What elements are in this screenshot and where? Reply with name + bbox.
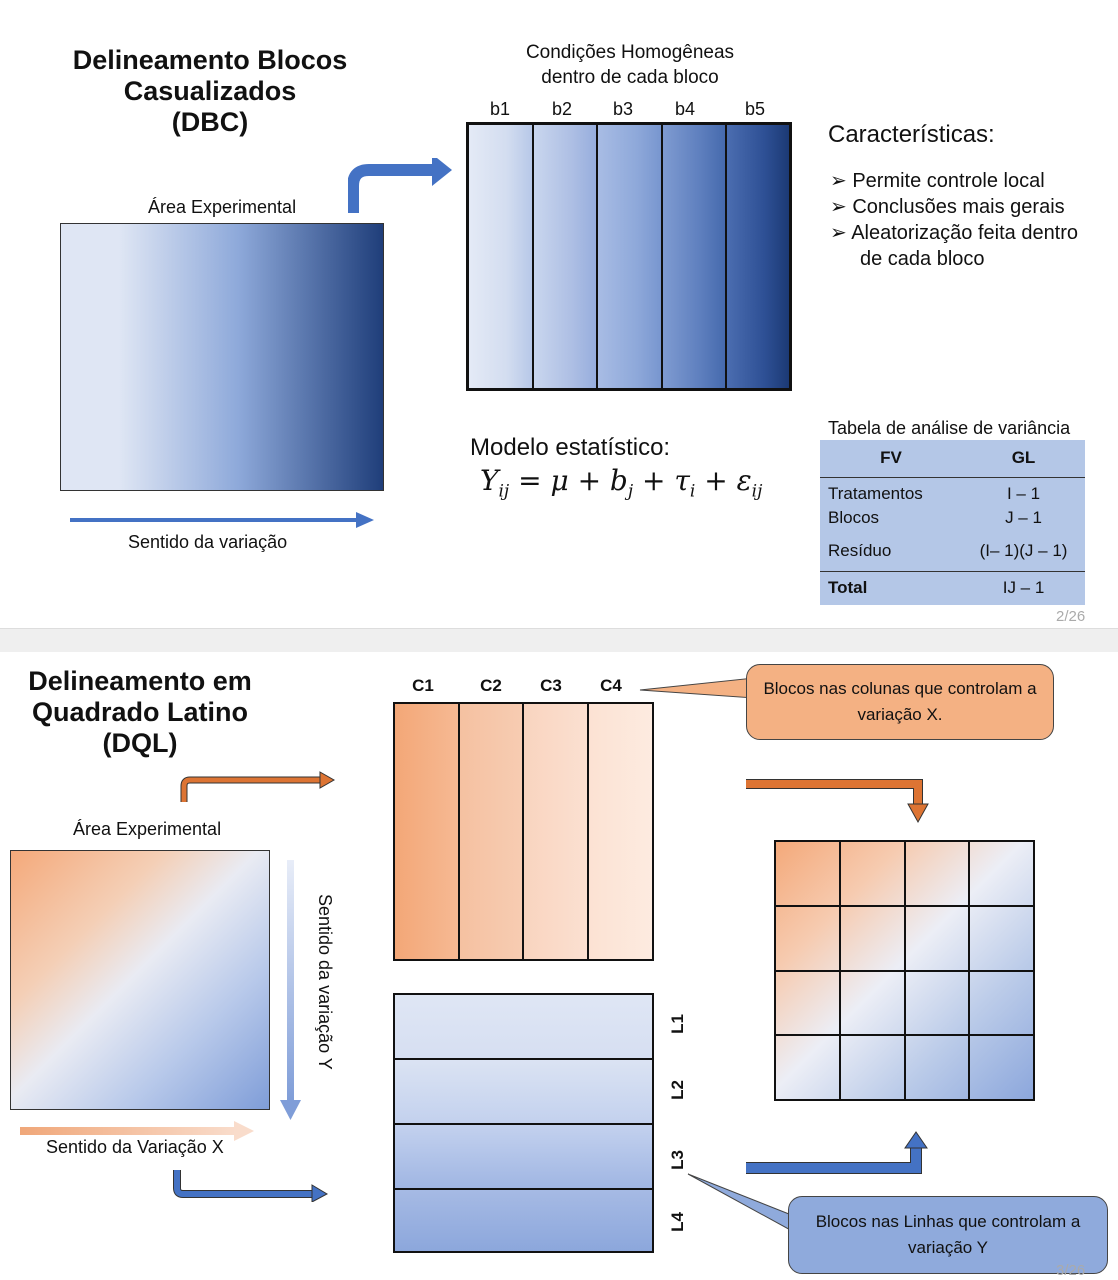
dql-title-line3: (DQL)	[102, 728, 178, 758]
dql-orange-down-arrow	[746, 779, 929, 824]
feature-item: ➢ Aleatorização feita dentro	[830, 220, 1078, 246]
block-label: b3	[612, 99, 634, 119]
features-title: Características:	[828, 121, 995, 148]
dql-area-label: Área Experimental	[73, 819, 222, 839]
dbc-title: Delineamento Blocos Casualizados (DBC)	[40, 45, 380, 138]
dql-blue-up-arrow	[746, 1131, 928, 1174]
block-b2	[534, 125, 598, 388]
page-number: 3/26	[1056, 1262, 1086, 1279]
anova-fv: Resíduo	[828, 540, 892, 560]
model-label: Modelo estatístico:	[470, 434, 671, 461]
bullet-arrow-icon: ➢	[830, 170, 853, 192]
column-label: C4	[600, 676, 622, 695]
block-b1	[469, 125, 534, 388]
anova-total-row: Total IJ – 1	[820, 571, 1085, 605]
callout-orange-pointer	[639, 677, 755, 699]
dbc-title-line2: Casualizados	[123, 76, 297, 106]
dql-columns-grid	[393, 702, 654, 961]
dql-rows-grid	[393, 993, 654, 1253]
dbc-area-label: Área Experimental	[148, 197, 297, 217]
feature-item: ➢ Conclusões mais gerais	[830, 194, 1078, 220]
callout-rows: Blocos nas Linhas que controlam a variaç…	[788, 1196, 1108, 1274]
feature-item-continued: de cada bloco	[860, 248, 985, 270]
anova-gl: (I– 1)(J – 1)	[979, 540, 1068, 560]
block-b5	[727, 125, 789, 388]
dql-title-line2: Quadrado Latino	[32, 697, 248, 727]
latin-square-lines	[776, 842, 1033, 1099]
block-label: b5	[744, 99, 766, 119]
feature-text: Aleatorização feita dentro	[851, 222, 1079, 244]
dbc-direction-arrow	[70, 512, 374, 528]
row-l4	[395, 1190, 652, 1251]
dbc-homogeneous-label: Condições Homogêneas dentro de cada bloc…	[470, 40, 790, 90]
block-b4	[663, 125, 727, 388]
block-label: b1	[489, 99, 511, 119]
anova-header-fv: FV	[880, 448, 902, 468]
column-c2	[460, 704, 524, 959]
anova-total-gl: IJ – 1	[1002, 578, 1045, 598]
anova-row: Tratamentos I – 1	[820, 477, 1085, 505]
column-label: C2	[480, 676, 502, 695]
column-c3	[524, 704, 589, 959]
dql-x-arrow	[20, 1121, 254, 1141]
anova-fv: Blocos	[828, 508, 880, 527]
anova-total-fv: Total	[828, 578, 868, 598]
block-b3	[598, 125, 663, 388]
block-label: b2	[551, 99, 573, 119]
feature-text: Permite controle local	[852, 170, 1045, 192]
slide-separator	[0, 628, 1118, 654]
bullet-arrow-icon: ➢	[830, 196, 853, 218]
latin-square-grid	[774, 840, 1035, 1101]
row-l3	[395, 1125, 652, 1190]
dql-direction-x-label: Sentido da Variação X	[46, 1137, 224, 1157]
dbc-experimental-area	[60, 223, 384, 491]
dql-title-line1: Delineamento em	[28, 666, 252, 696]
row-label: L3	[668, 1150, 687, 1170]
features-list: ➢ Permite controle local ➢ Conclusões ma…	[830, 168, 1078, 272]
column-label: C1	[412, 676, 434, 695]
slide-dbc: Delineamento Blocos Casualizados (DBC) Á…	[0, 0, 1118, 628]
dql-y-arrow	[280, 860, 301, 1120]
callout-blue-pointer	[687, 1173, 795, 1233]
dbc-bent-arrow	[348, 158, 452, 213]
callout-columns: Blocos nas colunas que controlam a varia…	[746, 664, 1054, 740]
feature-text: Conclusões mais gerais	[852, 196, 1065, 218]
block-label: b4	[674, 99, 696, 119]
dbc-homog-line1: Condições Homogêneas	[525, 42, 735, 63]
dbc-homog-line2: dentro de cada bloco	[541, 67, 719, 88]
column-c1	[395, 704, 460, 959]
anova-row: Blocos J – 1	[820, 505, 1085, 531]
anova-table: FV GL Tratamentos I – 1 Blocos J – 1 Res…	[820, 440, 1085, 605]
anova-fv: Tratamentos	[828, 483, 923, 503]
page-number: 2/26	[1056, 608, 1086, 625]
bullet-arrow-icon: ➢	[830, 222, 852, 244]
dql-orange-bent-arrow	[180, 771, 336, 802]
row-l1	[395, 995, 652, 1060]
dql-experimental-area	[10, 850, 270, 1110]
anova-table-title: Tabela de análise de variância	[828, 418, 1071, 438]
row-label: L1	[668, 1014, 687, 1034]
column-label: C3	[540, 676, 562, 695]
dql-direction-y-label: Sentido da variação Y	[315, 894, 335, 1070]
slide-dql: Delineamento em Quadrado Latino (DQL) Ár…	[0, 652, 1118, 1280]
anova-row: Resíduo (I– 1)(J – 1)	[820, 531, 1085, 571]
dbc-title-line3: (DBC)	[171, 107, 249, 137]
row-l2	[395, 1060, 652, 1125]
model-formula: Yij = μ + bj + τi + εij	[480, 464, 763, 502]
anova-gl: I – 1	[1006, 483, 1041, 503]
dbc-title-line1: Delineamento Blocos	[72, 45, 348, 75]
dbc-direction-label: Sentido da variação	[128, 532, 288, 552]
column-c4	[589, 704, 652, 959]
row-label: L2	[668, 1080, 687, 1100]
dbc-blocks-grid	[466, 122, 792, 391]
row-label: L4	[668, 1212, 687, 1232]
anova-header-gl: GL	[1011, 448, 1036, 468]
feature-item: ➢ Permite controle local	[830, 168, 1078, 194]
anova-gl: J – 1	[1005, 508, 1042, 527]
dql-title: Delineamento em Quadrado Latino (DQL)	[10, 666, 270, 759]
dql-blue-bent-arrow	[173, 1170, 329, 1202]
